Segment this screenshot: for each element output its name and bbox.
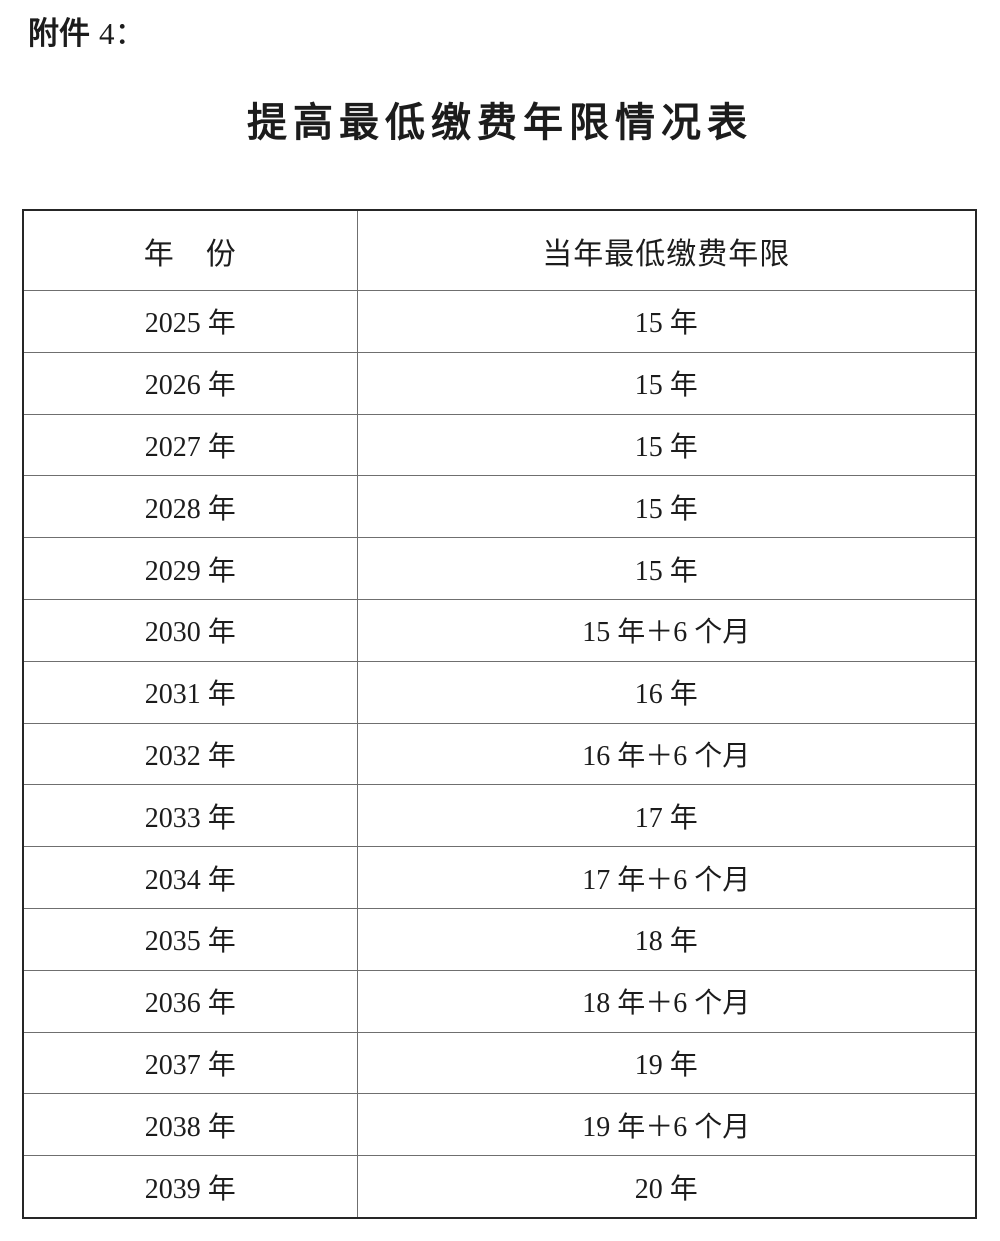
table-row: 2035 年 18 年 xyxy=(22,907,977,971)
year-cell: 2032 年 xyxy=(22,722,358,786)
min-years-cell: 20 年 xyxy=(356,1155,977,1219)
table-row: 2034 年 17 年＋6 个月 xyxy=(22,846,977,909)
year-cell: 2029 年 xyxy=(22,537,358,600)
year-cell: 2037 年 xyxy=(22,1031,358,1095)
table-row: 2030 年 15 年＋6 个月 xyxy=(22,598,977,662)
min-contribution-years-table: 年 份 当年最低缴费年限 2025 年 15 年 2026 年 15 年 202… xyxy=(22,209,977,1219)
table-row: 2039 年 20 年 xyxy=(22,1155,977,1219)
table-row: 2027 年 15 年 xyxy=(22,413,977,477)
year-cell: 2039 年 xyxy=(22,1155,358,1219)
table-row: 2038 年 19 年＋6 个月 xyxy=(22,1093,977,1157)
year-cell: 2031 年 xyxy=(22,660,358,724)
min-years-cell: 19 年＋6 个月 xyxy=(356,1093,977,1157)
min-years-cell: 18 年 xyxy=(356,907,977,971)
min-years-cell: 19 年 xyxy=(356,1031,977,1095)
min-years-cell: 17 年＋6 个月 xyxy=(356,846,977,909)
year-cell: 2036 年 xyxy=(22,969,358,1033)
page-title: 提高最低缴费年限情况表 xyxy=(247,100,753,145)
table-row: 2036 年 18 年＋6 个月 xyxy=(22,969,977,1033)
year-cell: 2035 年 xyxy=(22,907,358,971)
header-row: 年 份 当年最低缴费年限 xyxy=(22,209,977,291)
attachment-number: 4： xyxy=(99,16,146,51)
min-years-cell: 15 年 xyxy=(356,290,977,353)
table-row: 2032 年 16 年＋6 个月 xyxy=(22,722,977,786)
year-cell: 2027 年 xyxy=(22,413,358,477)
year-cell: 2038 年 xyxy=(22,1093,358,1157)
min-years-cell: 17 年 xyxy=(356,784,977,848)
min-years-cell: 18 年＋6 个月 xyxy=(356,969,977,1033)
table-row: 2033 年 17 年 xyxy=(22,784,977,848)
attachment-prefix: 附件 xyxy=(28,16,90,51)
table-row: 2031 年 16 年 xyxy=(22,660,977,724)
table-row: 2026 年 15 年 xyxy=(22,351,977,415)
table-row: 2028 年 15 年 xyxy=(22,475,977,539)
min-years-cell: 15 年 xyxy=(356,413,977,477)
table-row: 2025 年 15 年 xyxy=(22,290,977,353)
year-cell: 2033 年 xyxy=(22,784,358,848)
year-cell: 2028 年 xyxy=(22,475,358,539)
attachment-label: 附件 4： xyxy=(28,14,146,54)
header-year: 年 份 xyxy=(22,209,358,291)
table-row: 2037 年 19 年 xyxy=(22,1031,977,1095)
year-cell: 2034 年 xyxy=(22,846,358,909)
year-cell: 2026 年 xyxy=(22,351,358,415)
min-years-cell: 15 年＋6 个月 xyxy=(356,598,977,662)
min-years-cell: 16 年＋6 个月 xyxy=(356,722,977,786)
year-cell: 2025 年 xyxy=(22,290,358,353)
year-cell: 2030 年 xyxy=(22,598,358,662)
min-years-cell: 16 年 xyxy=(356,660,977,724)
table-row: 2029 年 15 年 xyxy=(22,537,977,600)
min-years-cell: 15 年 xyxy=(356,537,977,600)
header-min-years: 当年最低缴费年限 xyxy=(356,209,977,291)
min-years-cell: 15 年 xyxy=(356,351,977,415)
min-years-cell: 15 年 xyxy=(356,475,977,539)
